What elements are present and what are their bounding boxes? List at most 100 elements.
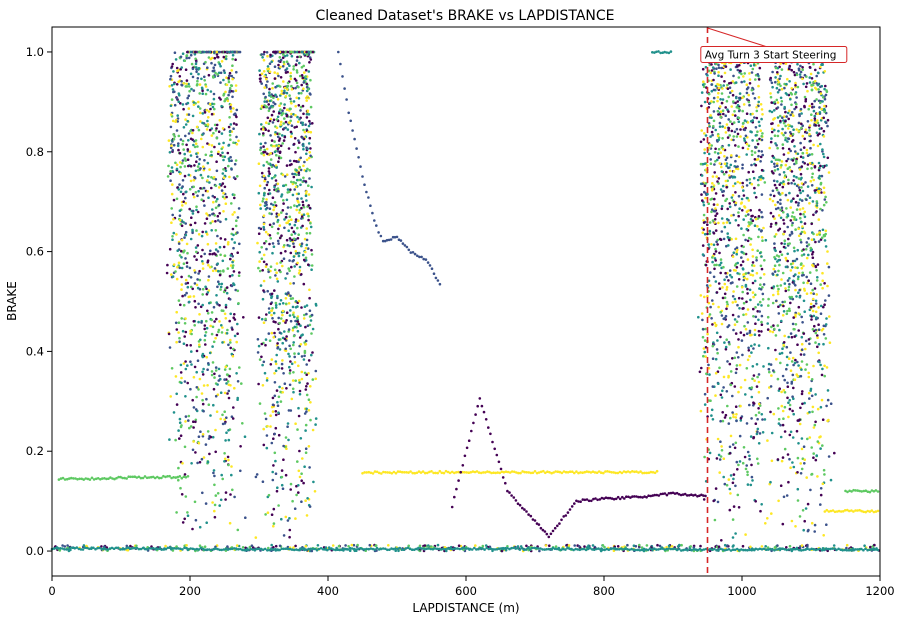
data-point	[230, 237, 234, 241]
data-point	[193, 53, 197, 56]
data-point	[200, 321, 203, 324]
data-point	[279, 400, 283, 403]
data-point	[185, 242, 189, 246]
data-point	[790, 170, 794, 173]
data-point	[740, 339, 744, 342]
data-point	[305, 112, 309, 116]
data-point	[813, 423, 817, 427]
data-point	[300, 83, 304, 87]
data-point	[290, 397, 294, 401]
data-point	[299, 437, 303, 440]
data-point	[221, 259, 225, 263]
data-point	[303, 237, 307, 241]
data-point	[211, 194, 215, 198]
data-point	[289, 309, 292, 312]
data-point	[224, 491, 228, 494]
data-point	[807, 338, 811, 341]
data-point	[235, 340, 238, 344]
data-point	[732, 477, 735, 481]
data-point	[185, 79, 189, 82]
data-point	[282, 534, 286, 537]
data-point	[167, 332, 171, 336]
data-point	[288, 215, 292, 219]
data-point	[807, 371, 810, 375]
data-point	[810, 184, 814, 187]
data-point	[787, 117, 790, 121]
data-point	[727, 174, 731, 177]
data-point	[214, 178, 218, 181]
data-point	[150, 545, 153, 548]
data-point	[300, 50, 304, 54]
data-point	[229, 103, 233, 106]
data-point	[780, 242, 783, 245]
data-point	[713, 263, 716, 267]
data-point	[310, 549, 314, 553]
data-point	[292, 68, 295, 71]
data-point	[735, 127, 739, 131]
data-point	[762, 283, 766, 286]
data-point	[207, 50, 210, 54]
data-point	[767, 346, 770, 350]
data-point	[275, 389, 279, 392]
data-point	[776, 284, 779, 288]
data-point	[697, 315, 700, 319]
data-point	[734, 405, 738, 409]
data-point	[220, 132, 224, 135]
data-point	[741, 290, 744, 294]
data-point	[735, 246, 739, 249]
data-point	[713, 321, 717, 325]
data-point	[759, 129, 762, 132]
data-point	[184, 230, 188, 234]
data-point	[777, 269, 780, 273]
data-point	[304, 75, 308, 78]
data-point	[822, 342, 825, 346]
data-point	[300, 244, 303, 248]
data-point	[742, 333, 746, 337]
data-point	[738, 460, 742, 463]
chart-title: Cleaned Dataset's BRAKE vs LAPDISTANCE	[315, 8, 614, 24]
data-point	[201, 248, 204, 252]
data-point	[760, 150, 764, 153]
data-point	[774, 158, 778, 161]
data-point	[739, 404, 742, 408]
data-point	[757, 96, 761, 99]
data-point	[757, 154, 760, 158]
data-point	[297, 491, 300, 494]
data-point	[821, 482, 825, 486]
data-point	[179, 303, 182, 307]
data-point	[750, 417, 753, 420]
data-point	[276, 218, 280, 222]
data-point	[756, 462, 760, 465]
data-point	[278, 224, 282, 227]
data-point	[783, 447, 787, 451]
data-point	[281, 487, 285, 491]
data-point	[777, 214, 781, 217]
data-point	[742, 218, 745, 221]
data-point	[760, 323, 764, 327]
data-point	[810, 222, 813, 226]
data-point	[708, 116, 712, 119]
data-point	[198, 107, 202, 110]
data-point	[309, 58, 313, 61]
data-point	[300, 306, 303, 309]
data-point	[261, 200, 265, 203]
data-point	[308, 206, 312, 210]
data-point	[773, 109, 776, 112]
data-point	[759, 276, 762, 280]
data-point	[293, 77, 297, 81]
data-point	[191, 287, 194, 291]
data-point	[135, 544, 138, 548]
data-point	[187, 295, 190, 299]
data-point	[717, 382, 720, 386]
data-point	[237, 207, 241, 210]
data-point	[309, 385, 312, 388]
data-point	[210, 150, 213, 154]
data-point	[771, 127, 774, 131]
data-point	[208, 168, 211, 171]
data-point	[264, 240, 268, 243]
data-point	[262, 174, 266, 178]
data-point	[218, 504, 221, 507]
data-point	[260, 171, 264, 175]
data-point	[817, 90, 821, 94]
data-point	[756, 73, 760, 76]
